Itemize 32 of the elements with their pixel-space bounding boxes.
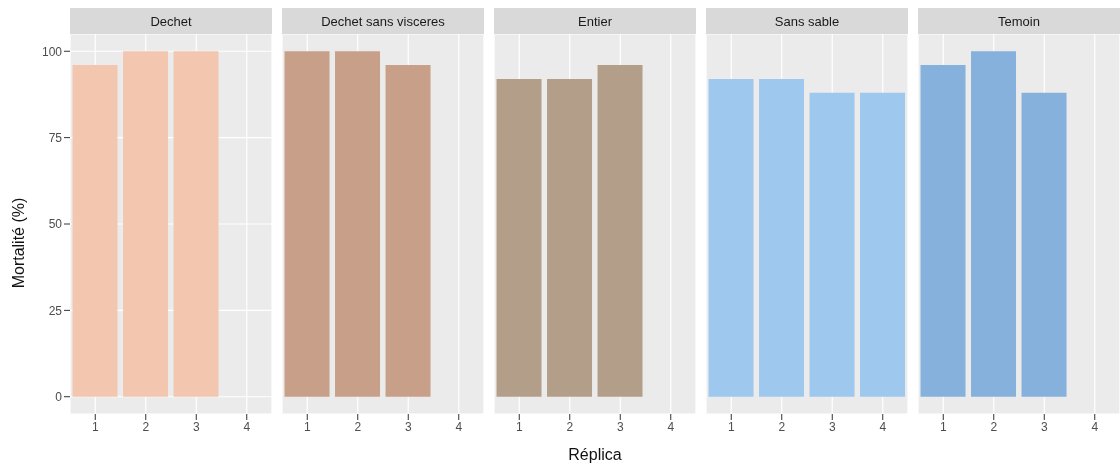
x-tick-label: 4 (879, 419, 887, 434)
chart-title: Temoin (918, 8, 1120, 34)
x-tick-label: 1 (727, 419, 735, 434)
y-axis-title: Mortalité (%) (10, 197, 28, 289)
x-tick-label: 2 (354, 419, 362, 434)
chart-title: Sans sable (706, 8, 908, 34)
x-tick-label: 2 (142, 419, 150, 434)
x-tick-label: 4 (1091, 419, 1099, 434)
x-tick-label: 1 (515, 419, 523, 434)
y-tick-label: 75 (48, 130, 63, 145)
x-tick-label: 3 (616, 419, 624, 434)
x-tick-label: 4 (243, 419, 251, 434)
x-tick-label: 4 (667, 419, 675, 434)
chart-title: Dechet (70, 8, 272, 34)
x-tick-label: 1 (939, 419, 947, 434)
x-tick-label: 3 (192, 419, 200, 434)
y-tick-label: 25 (48, 303, 63, 318)
x-tick-label: 4 (455, 419, 463, 434)
y-tick-label: 100 (41, 44, 63, 59)
chart-title: Entier (494, 8, 696, 34)
x-tick-label: 2 (778, 419, 786, 434)
chart-title: Dechet sans visceres (282, 8, 484, 34)
y-tick-label: 0 (55, 389, 63, 404)
x-tick-label: 3 (404, 419, 412, 434)
x-axis-title: Réplica (567, 446, 623, 464)
x-tick-label: 3 (1040, 419, 1048, 434)
y-tick-label: 50 (48, 217, 63, 232)
x-tick-label: 1 (303, 419, 311, 434)
x-tick-label: 2 (990, 419, 998, 434)
x-tick-label: 3 (828, 419, 836, 434)
x-tick-label: 1 (91, 419, 99, 434)
x-tick-label: 2 (566, 419, 574, 434)
